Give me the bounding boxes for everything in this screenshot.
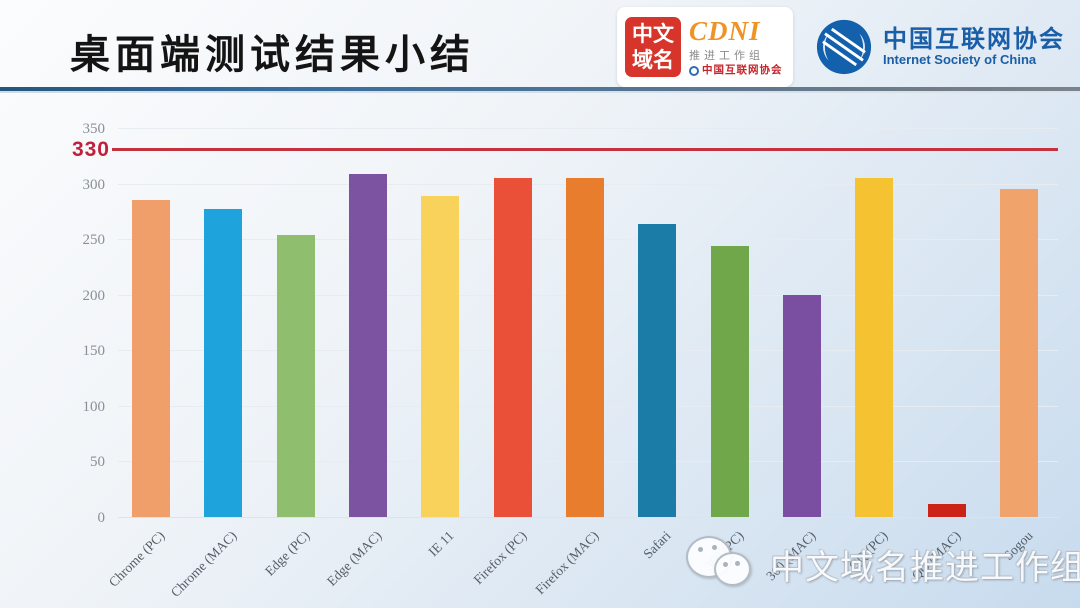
gridline <box>118 128 1058 129</box>
wechat-bubble-small <box>714 552 751 586</box>
x-tick-label: Firefox (PC) <box>470 528 530 588</box>
isoc-name-en: Internet Society of China <box>883 52 1037 68</box>
reference-line <box>112 148 1058 152</box>
bar-chrome-mac <box>204 209 243 517</box>
watermark-text: 中文域名推进工作组CDNI <box>770 548 1080 587</box>
x-tick-label: Edge (PC) <box>261 528 313 579</box>
y-tick-label: 300 <box>82 176 106 193</box>
bar-safari <box>638 223 677 517</box>
cdni-seal-line2: 域名 <box>632 48 674 72</box>
bar-ie-11 <box>421 195 460 517</box>
y-tick-label: 50 <box>90 454 105 471</box>
bar-chrome-pc <box>132 200 170 517</box>
reference-line-label: 330 <box>71 138 110 162</box>
cdni-subtitle: 推进工作组 <box>689 50 764 63</box>
x-tick-label: Edge (MAC) <box>323 528 385 589</box>
bar-360-mac <box>782 294 821 517</box>
x-tick-label: Chrome (MAC) <box>168 528 240 600</box>
wechat-icon <box>686 534 758 594</box>
x-tick-label: Chrome (PC) <box>105 528 168 590</box>
bar-qq-mac <box>927 503 966 517</box>
watermark: 中文域名推进工作组CDNI <box>686 534 1080 594</box>
x-tick-label: IE 11 <box>425 528 457 560</box>
title-divider-glow <box>0 91 1080 93</box>
cdni-org-name: 中国互联网协会 <box>702 64 783 77</box>
x-tick-label: Safari <box>640 528 674 562</box>
cdni-name: CDNI <box>689 16 761 47</box>
bar-chart: 0 50 100 150 200 250 300 350 330 Chrome (PC) Chrom… <box>72 120 1058 600</box>
y-tick-label: 100 <box>82 398 106 415</box>
bar-firefox-pc <box>493 178 532 517</box>
bar-edge-mac <box>348 173 387 517</box>
bar-sogou <box>999 189 1038 517</box>
cdni-seal-line1: 中文 <box>632 22 674 46</box>
page-title: 桌面端测试结果小结 <box>70 32 475 77</box>
x-tick-label: Firefox (MAC) <box>532 528 602 598</box>
cdni-logo: 中文 域名 CDNI 推进工作组 中国互联网协会 <box>617 7 793 87</box>
gridline <box>118 517 1058 518</box>
isoc-logo: 中国互联网协会 Internet Society of China <box>815 18 1065 76</box>
cdni-seal-icon: 中文 域名 <box>625 17 681 77</box>
bar-edge-pc <box>276 234 315 517</box>
y-tick-label: 0 <box>97 510 106 526</box>
isoc-mini-icon <box>689 65 699 76</box>
bar-firefox-mac <box>565 178 604 517</box>
y-tick-label: 150 <box>82 343 106 360</box>
bar-360-pc <box>710 245 749 517</box>
y-tick-label: 250 <box>82 232 106 249</box>
y-tick-label: 200 <box>82 287 106 304</box>
isoc-emblem-icon <box>816 19 872 75</box>
title-divider <box>0 87 1080 91</box>
isoc-name-zh: 中国互联网协会 <box>883 25 1065 53</box>
bar-qq-pc <box>855 178 894 517</box>
y-tick-label: 350 <box>82 121 106 137</box>
